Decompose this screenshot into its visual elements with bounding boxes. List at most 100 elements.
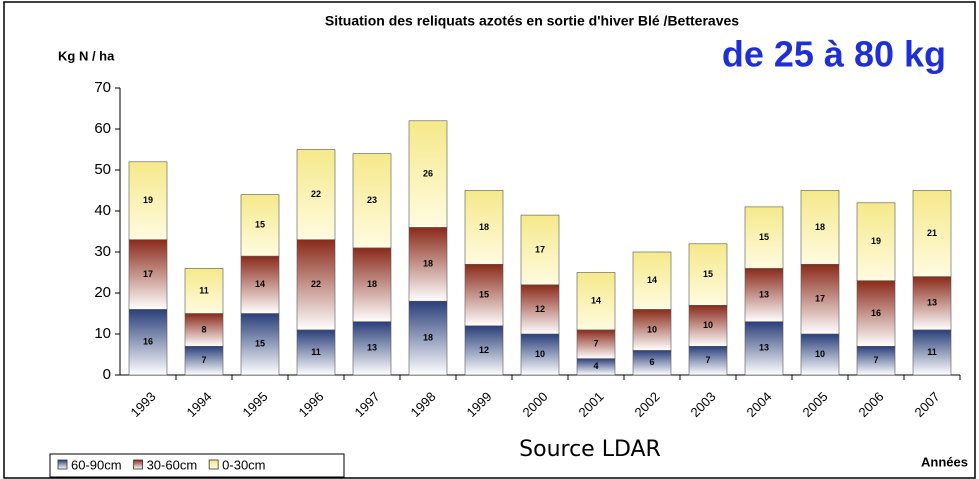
bar-segment [128,239,168,310]
bar-segment [800,333,840,376]
data-label: 6 [649,357,654,367]
bar-segment [128,309,168,376]
y-axis-label: Kg N / ha [58,48,115,63]
legend-swatch [208,459,219,470]
data-label: 18 [479,222,489,232]
data-label: 13 [759,343,769,353]
bar-segment [632,251,672,310]
bar-segment [688,304,728,347]
data-label: 17 [535,244,545,254]
data-label: 11 [311,347,321,357]
bar-segment [576,272,616,331]
data-label: 15 [479,289,489,299]
data-label: 21 [927,228,937,238]
bar-segment [856,280,896,347]
bar-segment [464,190,504,265]
bar-segment [520,214,560,286]
data-label: 18 [815,222,825,232]
bar-segment [240,194,280,257]
bar-segment [688,345,728,376]
bar-segment [800,263,840,335]
bar-segment [296,329,336,376]
bar-segment [520,333,560,376]
data-label: 7 [705,355,710,365]
bar-segment [296,149,336,240]
data-label: 10 [535,349,545,359]
bar-segment [184,345,224,376]
y-tick-label: 70 [94,79,111,96]
data-label: 15 [759,232,769,242]
bar-segment [352,153,392,249]
y-tick-label: 50 [94,161,111,178]
data-label: 17 [815,294,825,304]
y-tick-label: 20 [94,284,111,301]
bar-segment [184,268,224,314]
bar-segment [744,206,784,269]
y-tick-label: 30 [94,243,111,260]
data-label: 7 [201,355,206,365]
data-label: 13 [759,289,769,299]
data-label: 18 [367,279,377,289]
bar-segment [912,329,952,376]
data-label: 15 [255,339,265,349]
bar-segment [800,190,840,265]
bar-segment [912,276,952,331]
data-label: 15 [703,269,713,279]
bar-segment [464,325,504,376]
data-label: 19 [871,236,881,246]
bar-segment [352,321,392,376]
data-label: 7 [593,339,598,349]
data-label: 17 [143,269,153,279]
x-axis-label: Années [921,454,968,469]
bar-segment [632,309,672,351]
data-label: 10 [703,320,713,330]
y-tick-label: 10 [94,325,111,342]
legend-swatch [133,459,143,470]
data-label: 26 [423,168,433,178]
y-tick-label: 40 [94,202,111,219]
data-label: 22 [311,189,321,199]
data-label: 13 [927,298,937,308]
source: Source LDAR [519,437,661,462]
annotation: de 25 à 80 kg [722,34,946,75]
bar-segment [352,247,392,322]
bar-segment [408,300,448,376]
bar-segment [856,345,896,376]
bar-segment [128,161,168,241]
data-label: 10 [647,324,657,334]
bar-segment [576,329,616,359]
data-label: 14 [255,279,265,289]
bar-segment [408,120,448,228]
bar-segment [240,313,280,376]
bar-segment [744,268,784,322]
bar-segment [912,190,952,277]
data-label: 18 [423,332,433,342]
y-tick-label: 0 [103,366,111,383]
data-label: 4 [593,361,598,371]
data-label: 11 [927,347,937,357]
legend-label: 0-30cm [222,457,265,472]
data-label: 22 [311,279,321,289]
legend-swatch [57,459,68,470]
data-label: 16 [143,337,153,347]
y-tick-label: 60 [94,120,111,137]
data-label: 23 [367,195,377,205]
data-label: 16 [871,308,881,318]
legend-box [49,453,345,478]
data-label: 10 [815,349,825,359]
data-label: 19 [143,195,153,205]
bar-segment [296,239,336,331]
data-label: 8 [201,324,206,334]
bar-segment [856,202,896,282]
legend-label: 30-60cm [147,457,198,472]
data-label: 18 [423,259,433,269]
bar-segment [240,255,280,314]
data-label: 14 [647,275,657,285]
bar-segment [688,243,728,306]
legend-label: 60-90cm [71,457,122,472]
bar-segment [184,313,224,347]
data-label: 11 [199,285,209,295]
data-label: 14 [591,296,601,306]
chart-title: Situation des reliquats azotés en sortie… [325,13,739,29]
data-label: 7 [873,355,878,365]
